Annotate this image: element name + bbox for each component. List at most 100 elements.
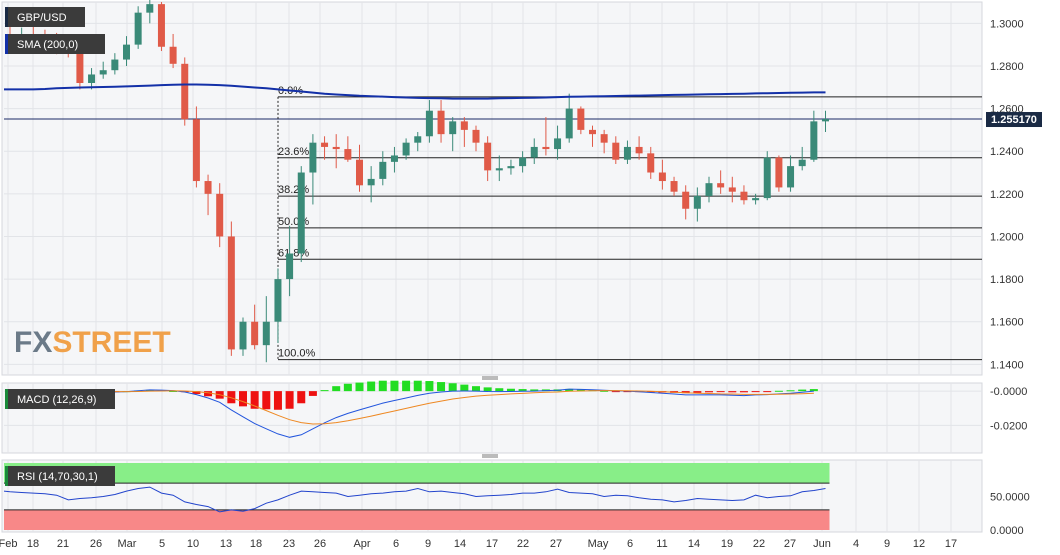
candle-body [239, 321, 247, 350]
macd-histogram-bar [483, 387, 492, 392]
time-tick-label: Mar [118, 538, 137, 550]
candle-body [111, 59, 119, 71]
candle-body [204, 181, 212, 194]
candle-body [146, 4, 154, 13]
candle-body [495, 168, 503, 171]
price-tick-label: 1.1400 [990, 359, 1024, 371]
macd-histogram-bar [786, 390, 795, 392]
candle-body [600, 134, 608, 143]
macd-histogram-bar [332, 386, 341, 392]
candle-body [251, 321, 259, 346]
price-tick-label: 1.1600 [990, 317, 1024, 329]
time-tick-label: Jun [813, 538, 831, 550]
candle-body [169, 46, 177, 64]
symbol-label: GBP/USD [17, 12, 67, 24]
candle-body [740, 191, 748, 201]
time-tick-label: 10 [187, 538, 199, 550]
macd-histogram-bar [728, 391, 737, 393]
sma-line [4, 83, 826, 100]
candle-body [670, 181, 678, 192]
candle-body [635, 146, 643, 154]
sma-legend[interactable]: SMA (200,0) [5, 34, 105, 54]
macd-histogram-bar [518, 389, 527, 392]
candle-body [367, 178, 375, 186]
candle-body [728, 187, 736, 192]
macd-histogram-bar [437, 382, 446, 392]
candle-body [379, 161, 387, 179]
macd-histogram-bar [145, 389, 154, 392]
macd-histogram-bar [739, 391, 748, 393]
time-tick-label: 18 [250, 538, 262, 550]
time-tick-label: 22 [517, 538, 529, 550]
candle-body [507, 166, 515, 169]
candle-body [227, 236, 235, 350]
candle-body [472, 129, 480, 143]
candle-body [752, 198, 760, 201]
time-tick-label: 27 [550, 538, 562, 550]
rsi-series [3, 486, 826, 513]
time-tick-label: May [588, 538, 609, 550]
rsi-overbought-band [4, 463, 830, 484]
candle-body [157, 4, 165, 47]
macd-histogram-bar [448, 383, 457, 392]
candle-body [262, 321, 270, 346]
macd-histogram-bar [600, 390, 609, 392]
time-tick-label: Feb [0, 538, 17, 550]
macd-histogram-bar [390, 380, 399, 392]
candle-body [810, 121, 818, 160]
rsi-legend[interactable]: RSI (14,70,30,1) [5, 466, 115, 486]
macd-histogram-bar [355, 382, 364, 392]
macd-histogram-bar [367, 381, 376, 392]
macd-histogram-bar [576, 389, 585, 392]
macd-histogram-bar [751, 391, 760, 393]
candle-body [705, 183, 713, 196]
candle-body [612, 142, 620, 160]
macd-histogram-bar [308, 391, 317, 396]
candle-body [414, 136, 422, 143]
macd-histogram-bar [716, 391, 725, 393]
time-tick-label: 17 [945, 538, 957, 550]
time-tick-label: 14 [688, 538, 700, 550]
sma-line-group [4, 83, 826, 100]
candle-body [565, 108, 573, 139]
candle-body [437, 110, 445, 135]
candle-body [658, 172, 666, 182]
panel-resize-handle-1[interactable] [482, 376, 498, 380]
macd-histogram-bar [681, 391, 690, 394]
macd-legend[interactable]: MACD (12,26,9) [5, 389, 115, 409]
macd-histogram-bar [623, 391, 632, 393]
price-tick-label: 1.2400 [990, 146, 1024, 158]
macd-histogram-bar [273, 391, 282, 410]
macd-tick-label: -0.0200 [990, 420, 1027, 432]
candle-body [530, 146, 538, 158]
fibonacci-level-label: 23.6% [278, 146, 309, 158]
rsi-label: RSI (14,70,30,1) [17, 471, 98, 483]
price-tick-label: 1.2800 [990, 61, 1024, 73]
time-tick-label: 4 [853, 538, 859, 550]
macd-histogram-bar [425, 381, 434, 392]
candle-body [787, 166, 795, 188]
macd-histogram-bar [297, 391, 306, 404]
macd-histogram-bar [495, 388, 504, 392]
macd-label: MACD (12,26,9) [17, 394, 96, 406]
macd-histogram-bar [798, 389, 807, 392]
time-tick-label: 17 [486, 538, 498, 550]
macd-histogram-bar [239, 391, 247, 407]
symbol-legend[interactable]: GBP/USD [5, 7, 85, 27]
time-tick-label: 6 [393, 538, 399, 550]
candle-body [274, 279, 282, 322]
logo: FXSTREET [14, 326, 171, 359]
candle-body [693, 195, 701, 209]
macd-histogram-bar [763, 391, 772, 393]
macd-histogram-bar [705, 391, 713, 393]
time-tick-label: 6 [627, 538, 633, 550]
panel-resize-handle-2[interactable] [482, 454, 498, 458]
price-axis: 1.30001.28001.26001.24001.22001.20001.18… [990, 18, 1030, 537]
rsi-tick-label: 50.0000 [990, 492, 1030, 504]
candle-body [554, 138, 562, 150]
rsi-bands [4, 463, 830, 530]
candle-body [286, 253, 294, 280]
candle-body [99, 70, 107, 75]
time-tick-label: 13 [220, 538, 232, 550]
